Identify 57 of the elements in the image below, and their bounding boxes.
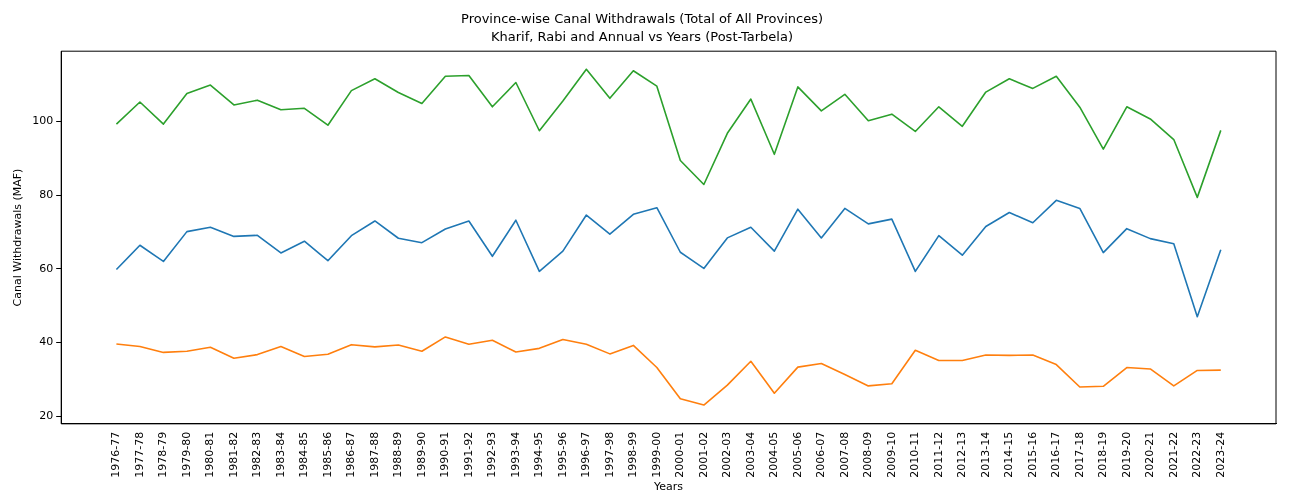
x-tick-label: 1999-00 [649,431,663,478]
x-tick-label: 2001-02 [696,431,710,478]
x-tick-label: 2011-12 [931,431,945,478]
x-tick-label: 1982-83 [250,431,264,478]
x-tick-label: 2004-05 [767,431,781,478]
x-tick-label: 2021-22 [1166,431,1180,478]
y-tick-label: 80 [39,188,54,202]
x-tick-label: 1983-84 [273,431,287,478]
x-tick-label: 1981-82 [226,431,240,478]
x-tick-label: 1980-81 [203,431,217,478]
x-tick-label: 2018-19 [1096,431,1110,478]
x-tick-label: 2013-14 [978,431,992,478]
x-tick-label: 2023-24 [1213,431,1227,478]
x-tick-label: 1988-89 [391,431,405,478]
x-tick-label: 1990-91 [438,431,452,478]
x-tick-label: 1978-79 [156,431,170,478]
y-tick-label: 40 [39,335,54,349]
x-tick-label: 2000-01 [673,431,687,478]
x-tick-label: 2016-17 [1049,431,1063,478]
x-tick-label: 1997-98 [602,431,616,478]
x-tick-label: 2003-04 [743,431,757,478]
x-tick-label: 2008-09 [861,431,875,478]
x-tick-label: 2006-07 [814,431,828,478]
x-tick-label: 2014-15 [1002,431,1016,478]
x-tick-label: 2009-10 [884,431,898,478]
x-tick-label: 1996-97 [579,431,593,478]
x-tick-label: 1976-77 [109,431,123,478]
x-tick-label: 1991-92 [461,431,475,478]
y-axis-title: Canal Withdrawals (MAF) [11,168,25,307]
x-tick-label: 1986-87 [344,431,358,478]
y-tick-label: 60 [39,261,54,275]
x-axis-title: Years [653,480,684,494]
x-tick-label: 1987-88 [367,431,381,478]
x-tick-label: 2022-23 [1190,431,1204,478]
x-tick-label: 1994-95 [532,431,546,478]
x-tick-label: 1979-80 [179,431,193,478]
x-tick-label: 1977-78 [132,431,146,478]
x-tick-label: 2012-13 [955,431,969,478]
x-tick-label: 2020-21 [1143,431,1157,478]
x-tick-label: 1995-96 [555,431,569,478]
x-tick-label: 2007-08 [837,431,851,478]
x-tick-label: 2010-11 [908,431,922,478]
x-tick-label: 1998-99 [626,431,640,478]
x-tick-label: 1989-90 [414,431,428,478]
chart-subtitle: Kharif, Rabi and Annual vs Years (Post-Tarbela) [491,28,793,44]
x-tick-label: 2005-06 [790,431,804,478]
x-tick-label: 2019-20 [1119,431,1133,478]
x-tick-label: 2015-16 [1025,431,1039,478]
y-tick-label: 20 [39,408,54,422]
x-tick-label: 1992-93 [485,431,499,478]
chart-title: Province-wise Canal Withdrawals (Total of All Provinces) [461,11,823,27]
x-tick-label: 2017-18 [1072,431,1086,478]
x-tick-label: 1993-94 [508,431,522,478]
x-tick-label: 1985-86 [320,431,334,478]
y-tick-label: 100 [32,114,54,128]
x-tick-label: 1984-85 [297,431,311,478]
x-tick-label: 2002-03 [720,431,734,478]
